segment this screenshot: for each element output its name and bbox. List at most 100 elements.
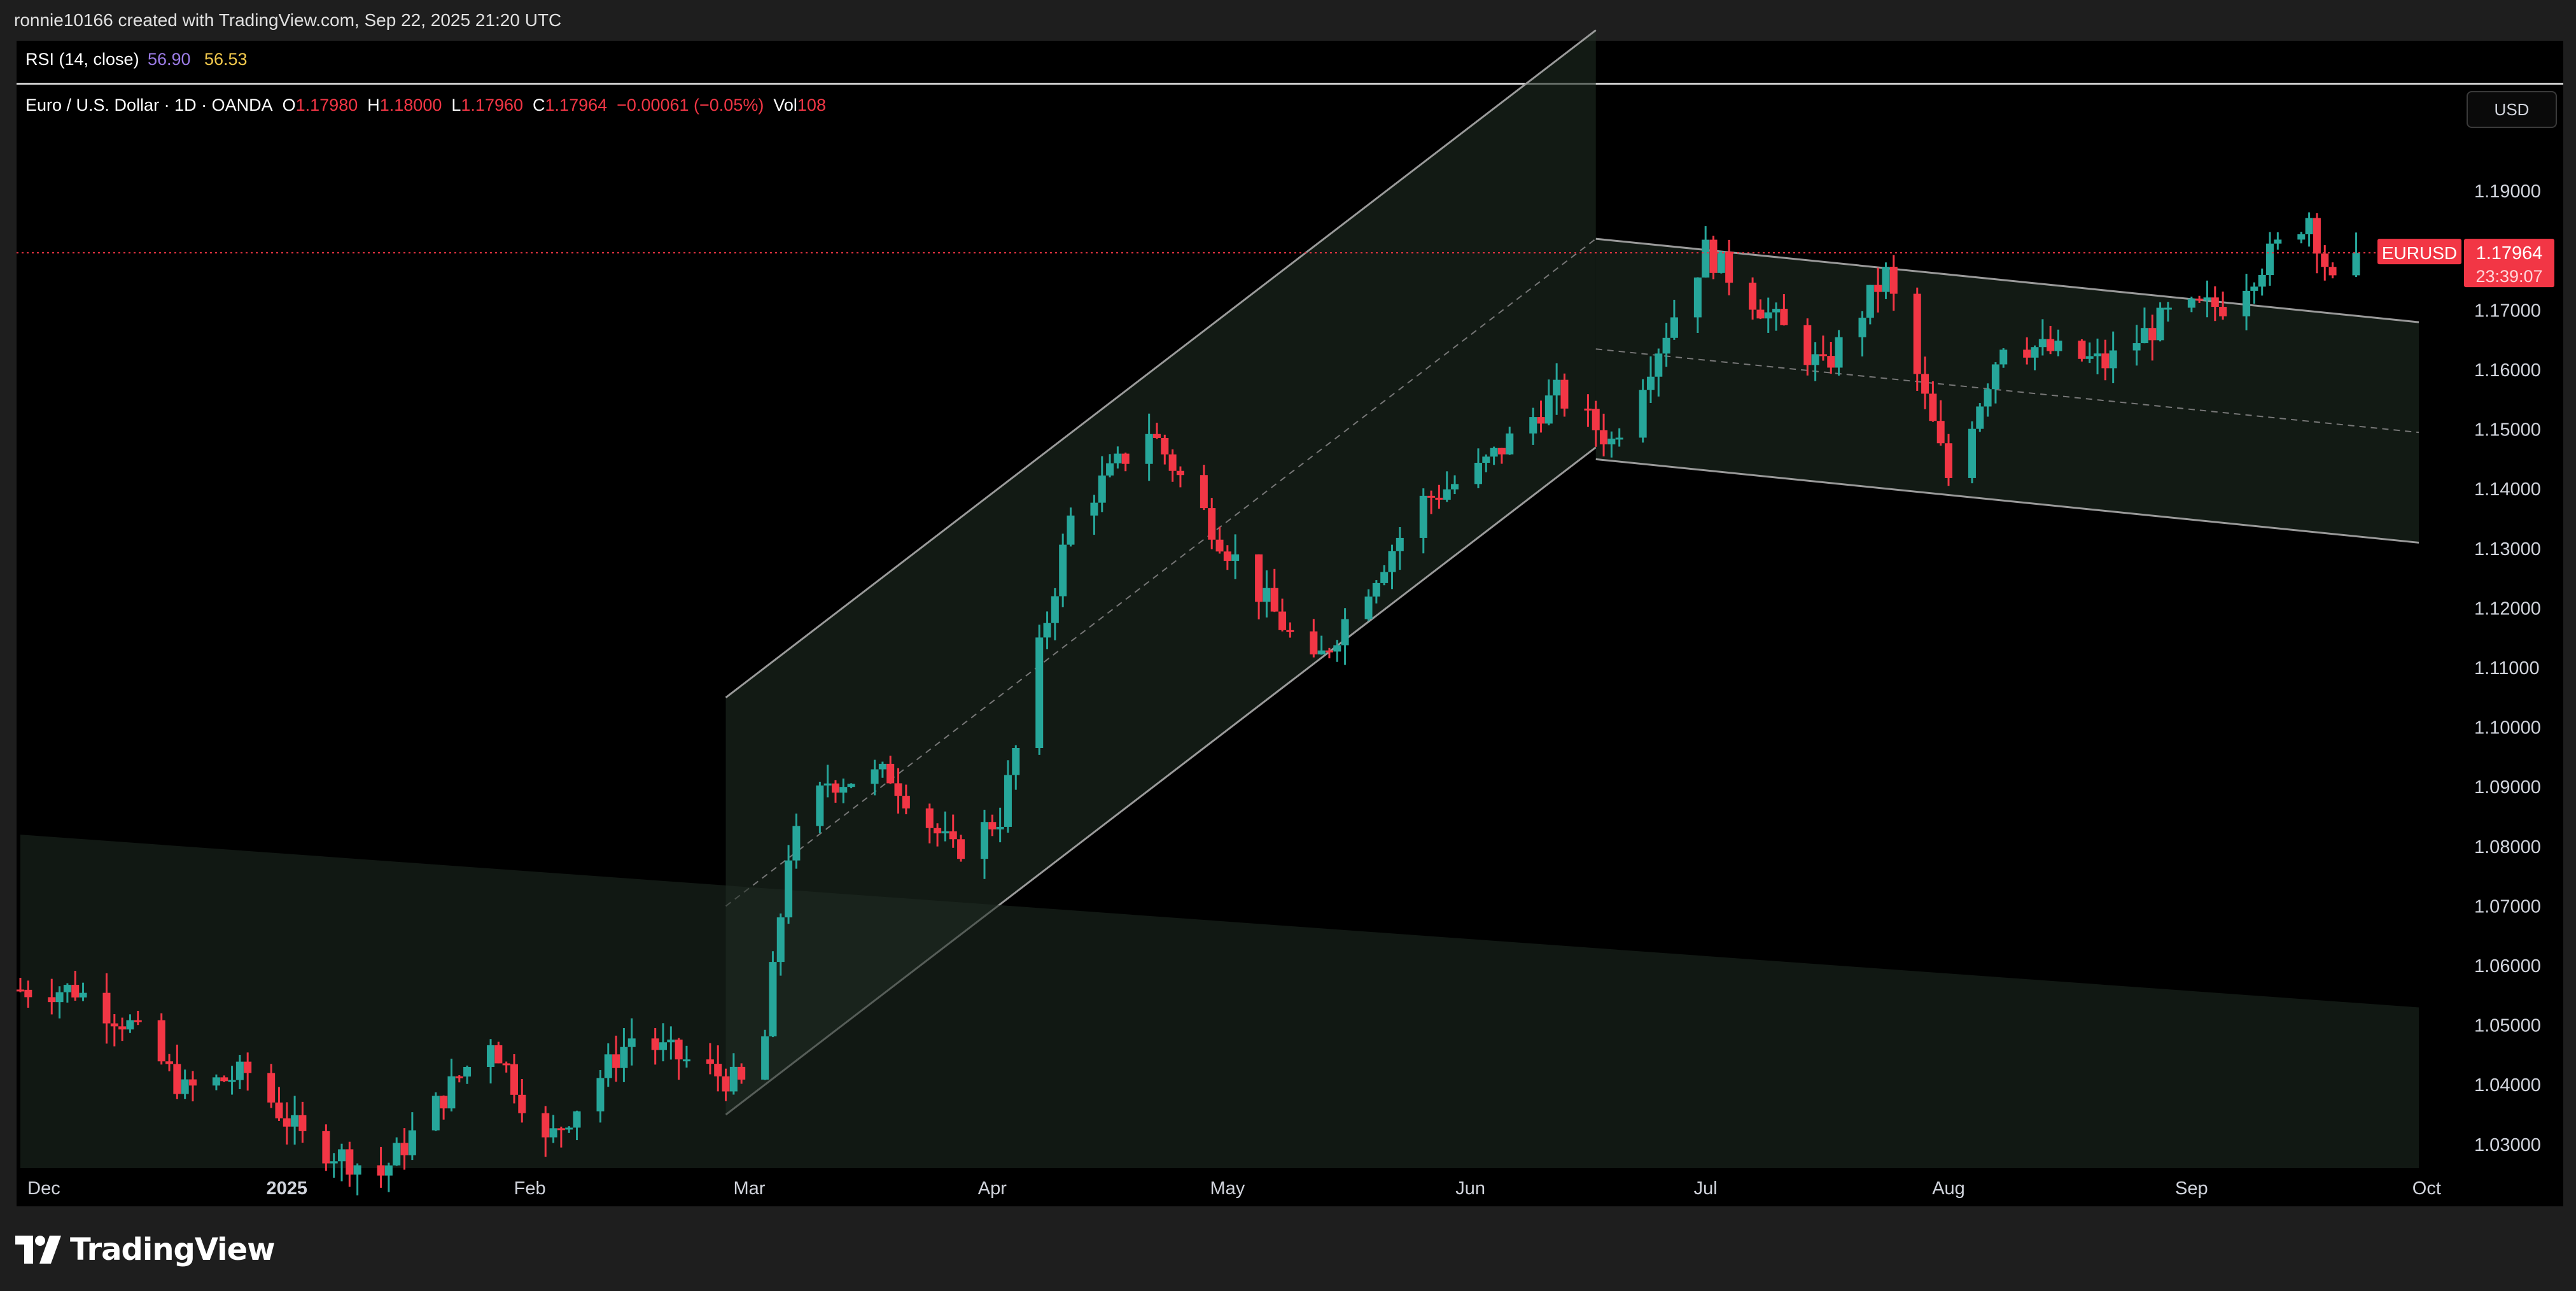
candle-body bbox=[659, 1042, 668, 1050]
rsi-pane[interactable]: RSI (14, close) 56.90 56.53 bbox=[17, 41, 2563, 83]
price-chart[interactable]: 1.03000 1.04000 1.05000 1.06000 1.07000 1.080… bbox=[0, 0, 2576, 1206]
x-tick-label: Aug bbox=[1932, 1178, 1965, 1199]
candle-body bbox=[1012, 748, 1020, 775]
high-label: H bbox=[367, 95, 380, 115]
candle-body bbox=[1427, 495, 1436, 498]
candle-body bbox=[431, 1096, 440, 1131]
candle-body bbox=[1725, 251, 1733, 283]
candle-body bbox=[706, 1059, 714, 1064]
symbol-tag bbox=[2377, 239, 2461, 265]
candle-body bbox=[1929, 393, 1937, 421]
candle-body bbox=[776, 917, 785, 963]
candle-body bbox=[1325, 650, 1333, 653]
candle-body bbox=[1882, 267, 1890, 292]
candle-body bbox=[2305, 218, 2313, 235]
currency-button[interactable]: USD bbox=[2467, 91, 2557, 128]
candle-body bbox=[949, 831, 957, 840]
candle-body bbox=[981, 822, 989, 859]
candle-body bbox=[79, 992, 87, 998]
candle-body bbox=[2266, 243, 2274, 276]
channel-line-0 bbox=[725, 29, 1597, 698]
candle-body bbox=[1051, 596, 1059, 623]
candle-body bbox=[228, 1080, 236, 1082]
candle-body bbox=[1388, 551, 1396, 572]
candle-body bbox=[102, 992, 111, 1024]
candle-body bbox=[267, 1073, 276, 1103]
candle-body bbox=[1215, 539, 1224, 552]
candle-body bbox=[988, 822, 997, 829]
y-tick-label: 1.14000 bbox=[2474, 479, 2541, 500]
candle-body bbox=[400, 1143, 409, 1155]
candle-body bbox=[1310, 631, 1318, 654]
candle-body bbox=[1263, 588, 1271, 602]
candle-body bbox=[1670, 317, 1678, 338]
candle-body bbox=[353, 1165, 361, 1175]
candle-body bbox=[729, 1066, 738, 1092]
candle-body bbox=[557, 1128, 565, 1131]
symbol-name: Euro / U.S. Dollar · 1D · OANDA bbox=[25, 95, 273, 115]
candle-body bbox=[518, 1094, 526, 1113]
footer bbox=[0, 1206, 2576, 1291]
candle-body bbox=[831, 783, 839, 793]
candle-body bbox=[377, 1165, 385, 1176]
candle-body bbox=[1968, 428, 1976, 478]
candle-body bbox=[612, 1054, 620, 1068]
high-value: 1.18000 bbox=[379, 95, 442, 115]
candle-body bbox=[2211, 297, 2219, 307]
candle-body bbox=[1646, 376, 1655, 390]
candle-body bbox=[2243, 290, 2251, 316]
candle-body bbox=[71, 985, 80, 998]
candle-body bbox=[2078, 341, 2086, 359]
candle-body bbox=[1858, 318, 1866, 337]
x-tick-label: Feb bbox=[514, 1178, 546, 1199]
candle-body bbox=[761, 1036, 769, 1080]
y-tick-label: 1.16000 bbox=[2474, 360, 2541, 381]
candle-body bbox=[1780, 309, 1788, 325]
symbol-legend: Euro / U.S. Dollar · 1D · OANDA O1.17980… bbox=[25, 95, 826, 115]
candle-body bbox=[2047, 339, 2055, 351]
candle-body bbox=[1223, 551, 1231, 561]
candle-body bbox=[1490, 448, 1498, 457]
candle-body bbox=[1443, 489, 1451, 500]
candle-body bbox=[1615, 437, 1623, 440]
candle-body bbox=[1544, 395, 1553, 424]
candle-body bbox=[1553, 379, 1561, 396]
volume-value: 108 bbox=[797, 95, 826, 115]
tradingview-logo-icon bbox=[15, 1236, 61, 1264]
candle-body bbox=[1529, 417, 1537, 434]
candle-body bbox=[565, 1127, 573, 1130]
candle-body bbox=[1537, 417, 1545, 424]
candle-body bbox=[1396, 537, 1404, 551]
candle-body bbox=[2023, 349, 2031, 358]
candle-body bbox=[1803, 325, 1812, 365]
candle-body bbox=[1600, 430, 1608, 445]
candle-body bbox=[408, 1130, 416, 1155]
pane-separator[interactable] bbox=[17, 83, 2563, 85]
candle-body bbox=[1874, 285, 1882, 292]
y-tick-label: 1.10000 bbox=[2474, 718, 2541, 738]
candle-body bbox=[235, 1061, 244, 1080]
candle-body bbox=[1497, 448, 1506, 455]
candle-body bbox=[2094, 353, 2102, 356]
candle-body bbox=[1991, 364, 1999, 390]
candle-body bbox=[291, 1115, 299, 1127]
low-label: L bbox=[451, 95, 461, 115]
x-tick-label: 2025 bbox=[267, 1178, 308, 1199]
candle-body bbox=[1560, 379, 1569, 409]
rsi-value: 56.90 bbox=[148, 50, 191, 69]
candle-body bbox=[1435, 497, 1443, 500]
candle-body bbox=[2109, 350, 2117, 369]
candle-body bbox=[596, 1078, 605, 1111]
rsi-label: RSI (14, close) bbox=[25, 50, 139, 69]
candle-body bbox=[1317, 650, 1326, 654]
candle-body bbox=[549, 1128, 557, 1138]
candle-body bbox=[769, 962, 777, 1037]
candle-body bbox=[792, 826, 801, 861]
x-tick-label: Jul bbox=[1694, 1178, 1718, 1199]
candle-body bbox=[1333, 645, 1341, 652]
candle-body bbox=[2187, 299, 2195, 308]
candle-body bbox=[1866, 285, 1874, 318]
candle-body bbox=[738, 1066, 746, 1080]
candle-body bbox=[393, 1143, 401, 1166]
candle-body bbox=[2038, 339, 2047, 348]
